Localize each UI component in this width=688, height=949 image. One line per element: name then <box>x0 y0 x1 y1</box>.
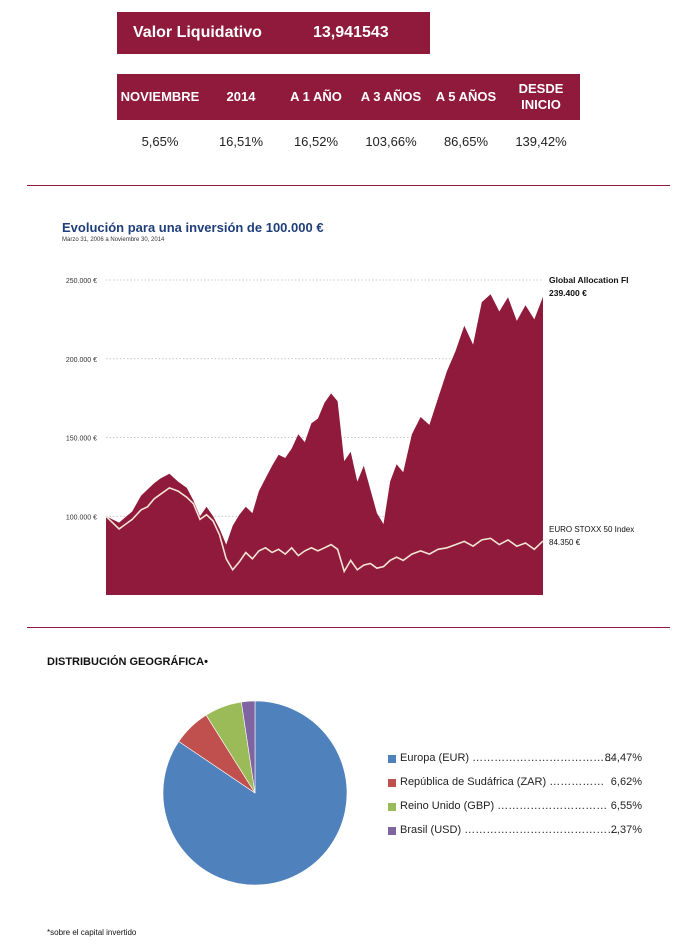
y-tick-label: 100.000 € <box>66 514 97 521</box>
y-tick-label: 150.000 € <box>66 436 97 443</box>
y-tick-label: 250.000 € <box>66 278 97 285</box>
returns-header-cell: A 1 AÑO <box>290 89 342 104</box>
nav-box: Valor Liquidativo 13,941543 <box>117 12 430 54</box>
legend-value: 6,62% <box>610 776 642 788</box>
series-eurostoxx-line <box>105 487 544 574</box>
legend-item: República de Sudáfrica (ZAR) …………… 6,62% <box>388 776 648 800</box>
legend-leader: ………………………… <box>497 800 608 812</box>
legend-label: República de Sudáfrica (ZAR) …………… <box>400 776 604 788</box>
legend-label-text: República de Sudáfrica (ZAR) <box>400 776 547 788</box>
chart-title: Evolución para una inversión de 100.000 … <box>62 220 324 235</box>
returns-value-cell: 86,65% <box>443 134 489 149</box>
nav-label: Valor Liquidativo <box>133 24 262 41</box>
divider-middle <box>27 627 670 628</box>
legend-item: Reino Unido (GBP) ………………………… 6,55% <box>388 800 648 824</box>
returns-value-cell: 16,51% <box>218 134 264 149</box>
legend-swatch <box>388 755 396 763</box>
legend-label: Europa (EUR) ………………………………… <box>400 752 615 764</box>
series-value-eurostoxx: 84.350 € <box>549 538 581 547</box>
nav-value: 13,941543 <box>313 24 389 41</box>
returns-header-cell: A 5 AÑOS <box>435 89 497 104</box>
legend-label-text: Europa (EUR) <box>400 752 470 764</box>
returns-value-cell: 139,42% <box>515 134 567 149</box>
legend-value: 84,47% <box>604 752 642 764</box>
geo-title: DISTRIBUCIÓN GEOGRÁFICA• <box>47 656 208 668</box>
legend-value: 6,55% <box>610 800 642 812</box>
performance-chart: 250.000 € 200.000 € 150.000 € 100.000 € Glob… <box>66 275 634 595</box>
pie-slice <box>241 700 256 794</box>
legend-value: 2,37% <box>610 824 642 836</box>
legend-item: Brasil (USD) …………………………………… 2,37% <box>388 824 648 848</box>
legend-leader: …………………………………… <box>464 824 619 836</box>
chart-subtitle: Marzo 31, 2006 a Noviembre 30, 2014 <box>62 237 165 243</box>
legend-label: Reino Unido (GBP) ………………………… <box>400 800 607 812</box>
returns-header-cell: A 3 AÑOS <box>360 89 422 104</box>
legend-swatch <box>388 779 396 787</box>
series-label-eurostoxx: EURO STOXX 50 Index <box>549 525 634 534</box>
legend-label-text: Reino Unido (GBP) <box>400 800 495 812</box>
returns-value-cell: 103,66% <box>365 134 417 149</box>
geo-pie-chart <box>162 700 348 886</box>
divider-top <box>27 185 670 186</box>
y-tick-label: 200.000 € <box>66 357 97 364</box>
legend-swatch <box>388 827 396 835</box>
series-global-allocation-area <box>106 294 543 595</box>
returns-value-cell: 5,65% <box>141 134 179 149</box>
geo-title-mark: • <box>204 656 208 668</box>
returns-value-cell: 16,52% <box>293 134 339 149</box>
legend-leader: …………… <box>549 776 605 788</box>
legend-item: Europa (EUR) ………………………………… 84,47% <box>388 752 648 776</box>
returns-header-cell: NOVIEMBRE <box>120 89 200 104</box>
legend-swatch <box>388 803 396 811</box>
footnote: *sobre el capital invertido <box>47 928 137 937</box>
geo-title-text: DISTRIBUCIÓN GEOGRÁFICA <box>47 656 205 668</box>
returns-header-cell: 2014 <box>226 89 256 104</box>
legend-label-text: Brasil (USD) <box>400 824 462 836</box>
series-label-global-allocation: Global Allocation FI <box>549 275 629 285</box>
pie-legend: Europa (EUR) ………………………………… 84,47% Repúblic… <box>388 752 648 848</box>
series-value-global-allocation: 239.400 € <box>549 288 587 298</box>
legend-leader: ………………………………… <box>472 752 616 764</box>
returns-header-cell: DESDE INICIO <box>518 81 564 112</box>
legend-label: Brasil (USD) …………………………………… <box>400 824 618 836</box>
returns-header <box>117 74 580 120</box>
